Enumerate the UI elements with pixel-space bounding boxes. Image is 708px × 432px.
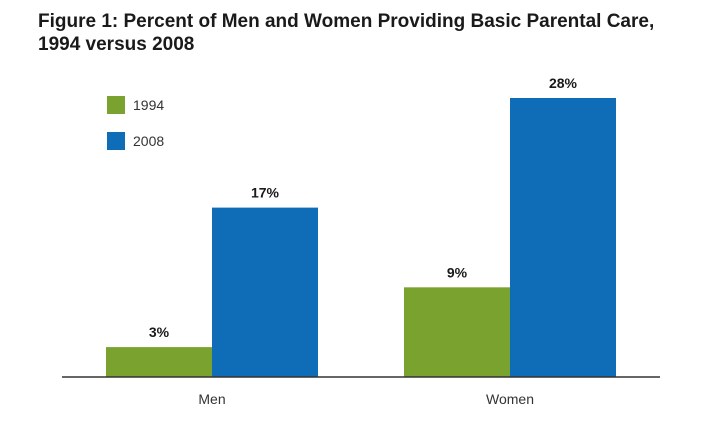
legend-label-1994: 1994 <box>133 97 164 113</box>
data-labels: 3% 17% 9% 28% <box>149 75 578 340</box>
chart-title: Figure 1: Percent of Men and Women Provi… <box>38 10 678 56</box>
category-labels: Men Women <box>198 391 534 407</box>
legend-swatch-2008 <box>107 132 125 150</box>
chart-title-line-2: 1994 versus 2008 <box>38 34 195 55</box>
category-label-women: Women <box>486 391 534 407</box>
chart-title-line-1: Figure 1: Percent of Men and Women Provi… <box>38 11 655 32</box>
bar-men-1994 <box>106 347 212 377</box>
data-label-men-2008: 17% <box>251 185 280 201</box>
legend-label-2008: 2008 <box>133 133 164 149</box>
legend-swatch-1994 <box>107 96 125 114</box>
bars <box>106 98 616 377</box>
bar-women-2008 <box>510 98 616 377</box>
data-label-women-2008: 28% <box>549 75 578 91</box>
bar-women-1994 <box>404 287 510 377</box>
legend: 1994 2008 <box>107 96 164 150</box>
category-label-men: Men <box>198 391 225 407</box>
data-label-women-1994: 9% <box>447 264 468 280</box>
bar-men-2008 <box>212 207 318 377</box>
data-label-men-1994: 3% <box>149 324 170 340</box>
